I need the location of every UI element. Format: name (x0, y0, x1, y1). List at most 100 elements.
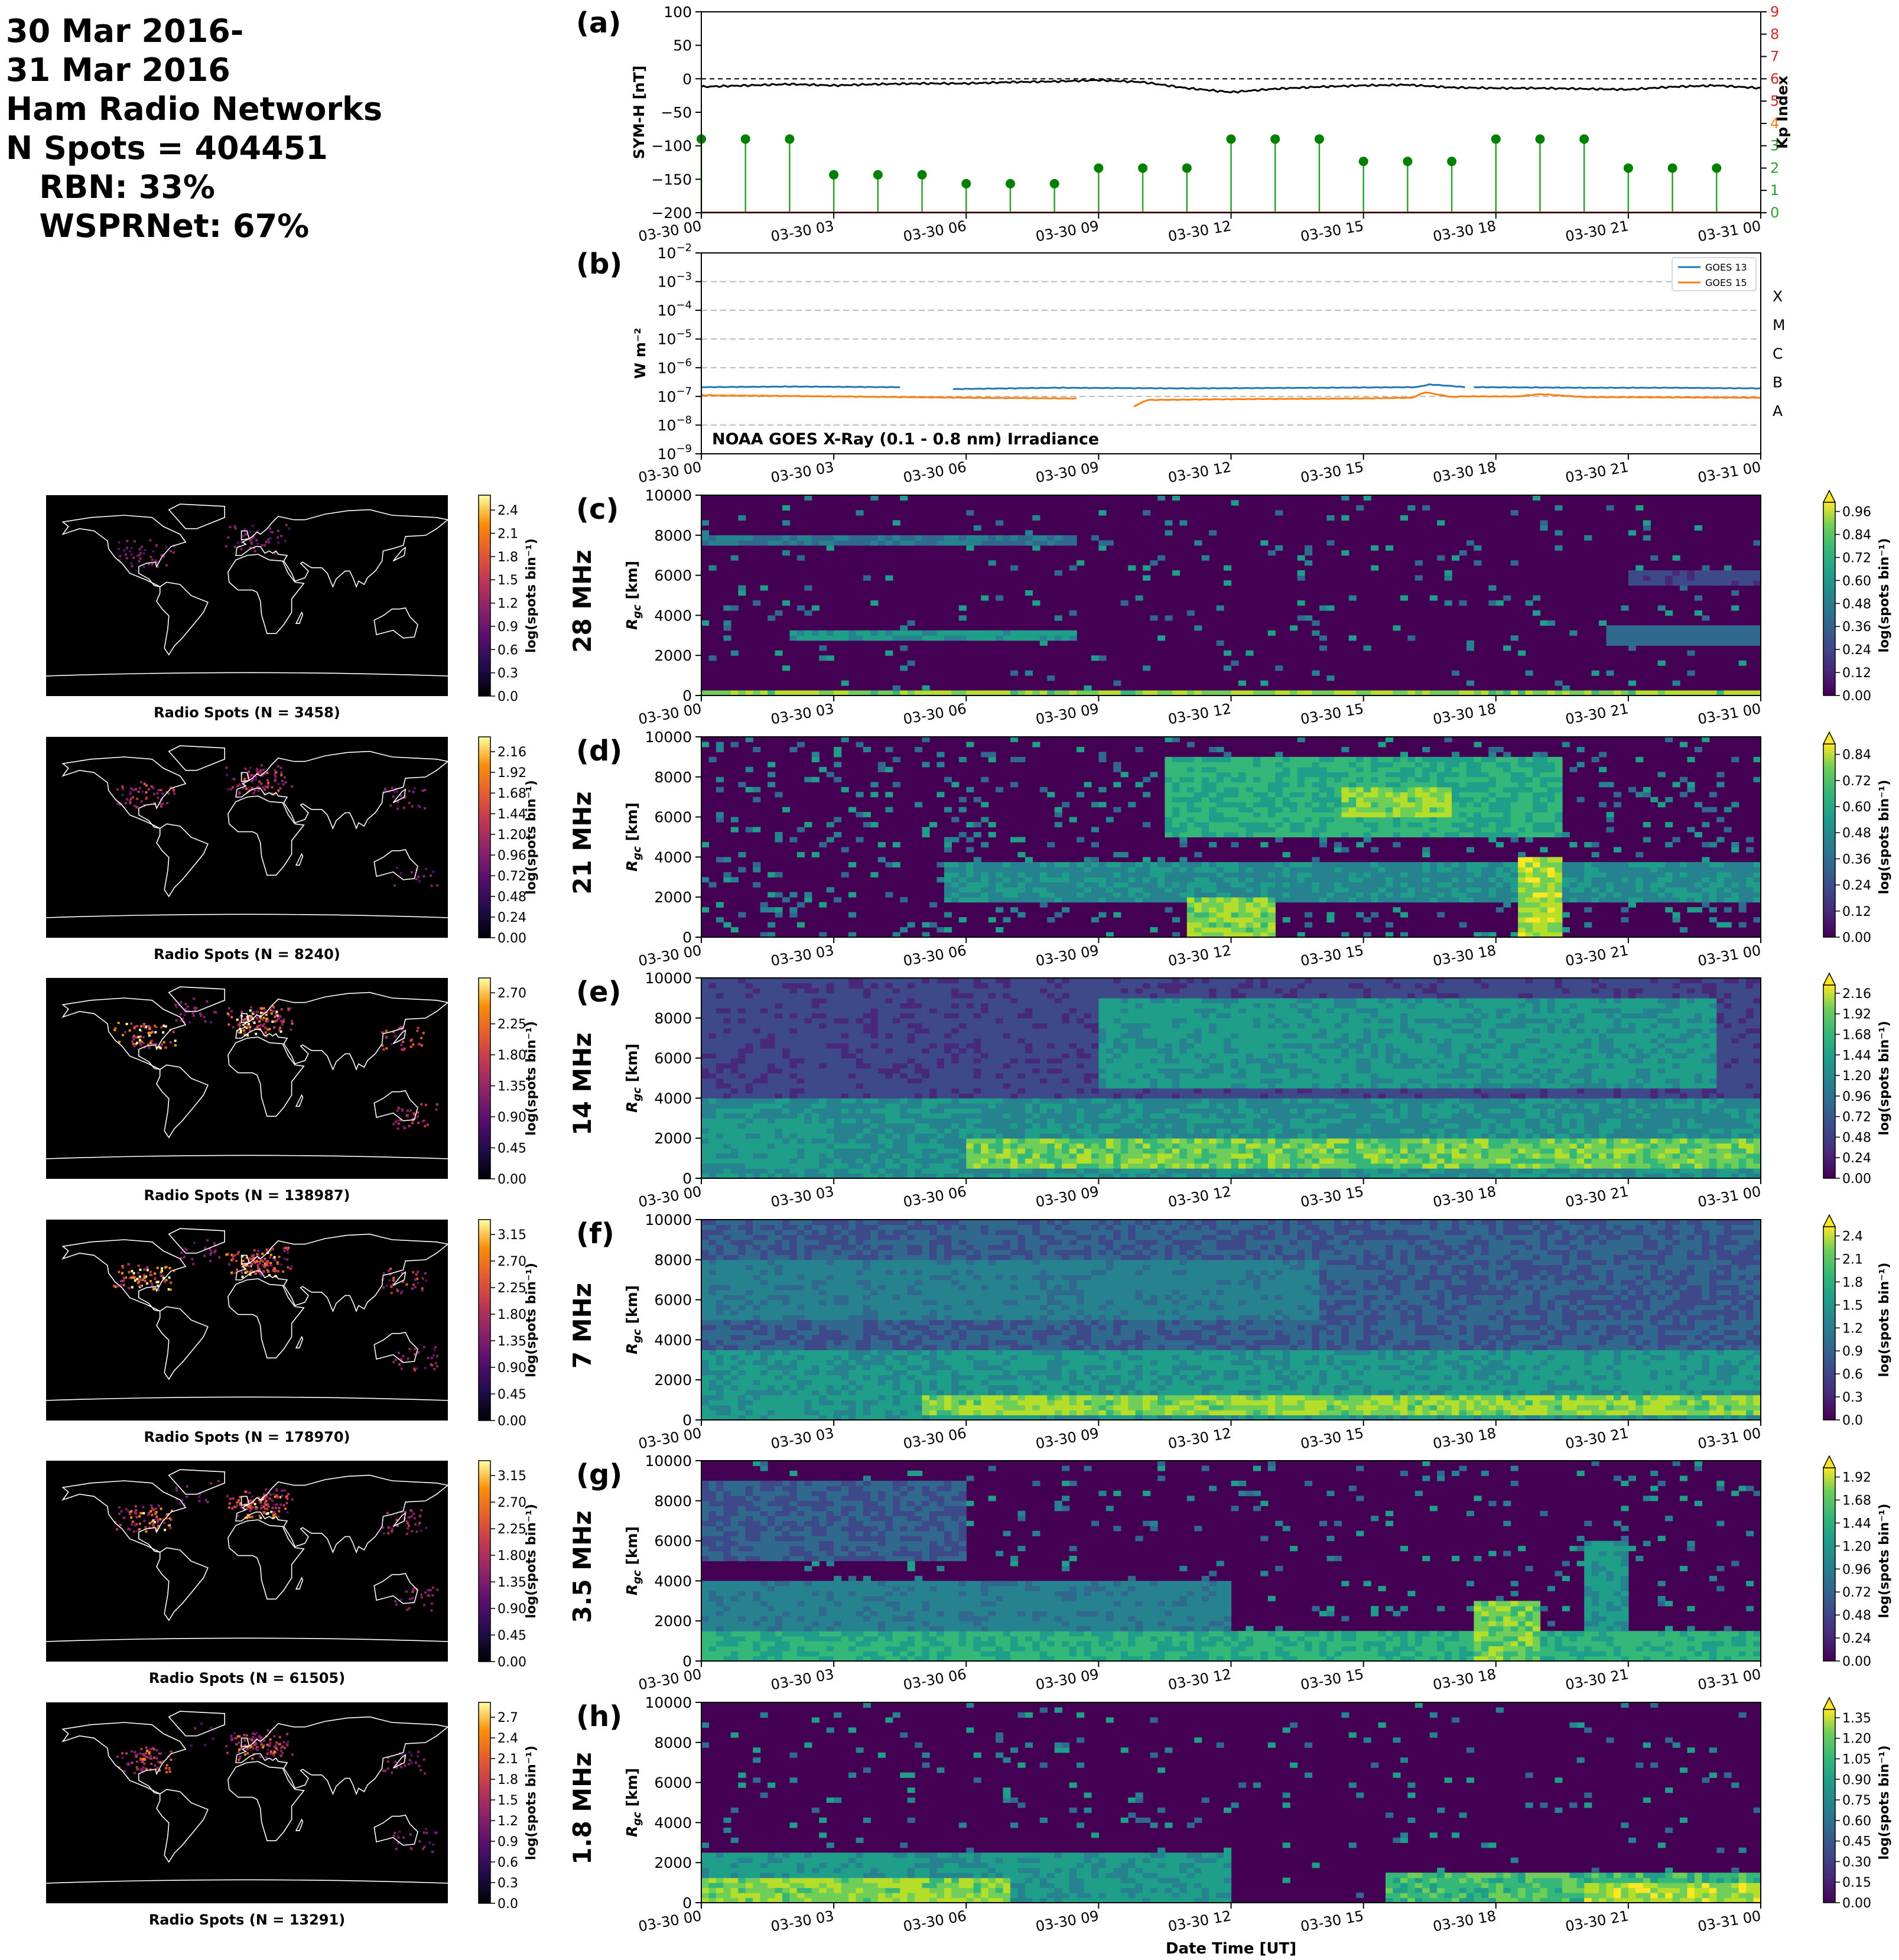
heatmap-cell (1547, 797, 1555, 802)
heatmap-cell (1731, 842, 1739, 848)
heatmap-colorbar-tick-label: 0.12 (1842, 905, 1871, 919)
heatmap-cell (811, 690, 820, 696)
heatmap-cell (716, 1028, 724, 1033)
map-spot (243, 1032, 246, 1035)
heatmap-cell (1165, 887, 1173, 893)
heatmap-cell (1407, 892, 1416, 898)
heatmap-cell (834, 1078, 842, 1084)
heatmap-cell (1326, 832, 1335, 838)
heatmap-cell (819, 932, 827, 938)
panel-c-xtick-label: 03-30 15 (1299, 700, 1365, 727)
heatmap-cell (1510, 817, 1518, 823)
heatmap-cell (1437, 887, 1445, 893)
heatmap-cell (1348, 776, 1357, 782)
heatmap-cell (1415, 575, 1423, 581)
heatmap-cell (1738, 867, 1747, 873)
heatmap-cell (819, 1088, 827, 1094)
heatmap-cell (1672, 872, 1680, 877)
heatmap-cell (1672, 575, 1680, 581)
map-colorbar-tick-label: 1.5 (497, 573, 518, 588)
heatmap-cell (841, 1083, 849, 1089)
heatmap-cell (877, 535, 886, 541)
heatmap-cell (1429, 832, 1438, 838)
heatmap-cell (723, 922, 731, 928)
heatmap-cell (870, 1068, 879, 1074)
range-ytick-label: 2000 (654, 647, 692, 664)
heatmap-cell (745, 978, 753, 984)
heatmap-cell (1547, 932, 1555, 938)
heatmap-cell (1614, 847, 1622, 853)
heatmap-cell (1186, 822, 1195, 828)
heatmap-cell (708, 1043, 717, 1049)
heatmap-cell (819, 1033, 827, 1039)
heatmap-cell (1459, 867, 1467, 873)
heatmap-cell (1172, 932, 1180, 938)
heatmap-cell (1694, 570, 1702, 576)
map-coastline (156, 1064, 209, 1139)
heatmap-cell (1231, 877, 1239, 883)
heatmap-cell (701, 1088, 710, 1094)
map-coastline (168, 745, 225, 771)
heatmap-cell (811, 1028, 820, 1033)
heatmap-cell (1753, 887, 1761, 893)
heatmap-cell (1216, 782, 1224, 788)
heatmap-cell (1179, 822, 1188, 828)
map-spot (161, 802, 164, 805)
heatmap-cell (1025, 897, 1033, 903)
heatmap-cell (1533, 766, 1541, 772)
heatmap-cell (1334, 872, 1342, 877)
heatmap-cell (1429, 776, 1438, 782)
map-spot (161, 792, 164, 795)
heatmap-cell (804, 1118, 812, 1124)
heatmap-cell (1569, 690, 1578, 696)
heatmap-cell (716, 997, 724, 1003)
heatmap-cell (1260, 776, 1269, 782)
heatmap-cell (1209, 762, 1217, 768)
heatmap-cell (1275, 802, 1283, 808)
kp-marker (1358, 157, 1368, 167)
heatmap-cell (1495, 762, 1504, 768)
map-coastline (168, 503, 225, 529)
heatmap-cell (1039, 862, 1048, 867)
heatmap-cell (1628, 630, 1636, 636)
heatmap-cell (834, 690, 842, 696)
heatmap-cell (1371, 877, 1379, 883)
heatmap-cell (1555, 917, 1563, 923)
heatmap-cell (1194, 851, 1202, 857)
heatmap-cell (1260, 877, 1269, 883)
kp-marker (1226, 134, 1236, 144)
map-spot (263, 544, 266, 547)
heatmap-cell (1113, 897, 1121, 903)
heatmap-cell (1481, 812, 1489, 818)
heatmap-cell (738, 1048, 746, 1054)
heatmap-cell (1606, 505, 1614, 511)
heatmap-cell (775, 610, 783, 616)
heatmap-cell (1657, 625, 1666, 631)
heatmap-cell (877, 1088, 886, 1094)
heatmap-cell (1540, 772, 1548, 778)
heatmap-cell (1209, 897, 1217, 903)
heatmap-cell (1216, 792, 1224, 798)
heatmap-cell (716, 1018, 724, 1023)
heatmap-cell (1128, 887, 1136, 893)
map-spot (284, 781, 287, 784)
heatmap-cell (1186, 892, 1195, 898)
heatmap-cell (819, 1158, 827, 1164)
heatmap-cell (863, 1007, 871, 1013)
map-spot (402, 1041, 405, 1044)
heatmap-cell (1386, 832, 1394, 838)
heatmap-cell (1694, 892, 1702, 898)
heatmap-cell (768, 1048, 776, 1054)
heatmap-cell (1238, 782, 1247, 788)
heatmap-cell (863, 630, 871, 636)
heatmap-cell (1576, 872, 1585, 877)
heatmap-cell (1194, 917, 1202, 923)
heatmap-cell (1253, 927, 1261, 933)
map-colorbar-tick-label: 0.6 (497, 643, 518, 658)
heatmap-cell (1003, 897, 1011, 903)
heatmap-cell (760, 978, 768, 984)
heatmap-cell (1267, 550, 1276, 556)
heatmap-cell (1606, 817, 1614, 823)
heatmap-cell (922, 535, 930, 541)
heatmap-cell (1650, 640, 1659, 646)
